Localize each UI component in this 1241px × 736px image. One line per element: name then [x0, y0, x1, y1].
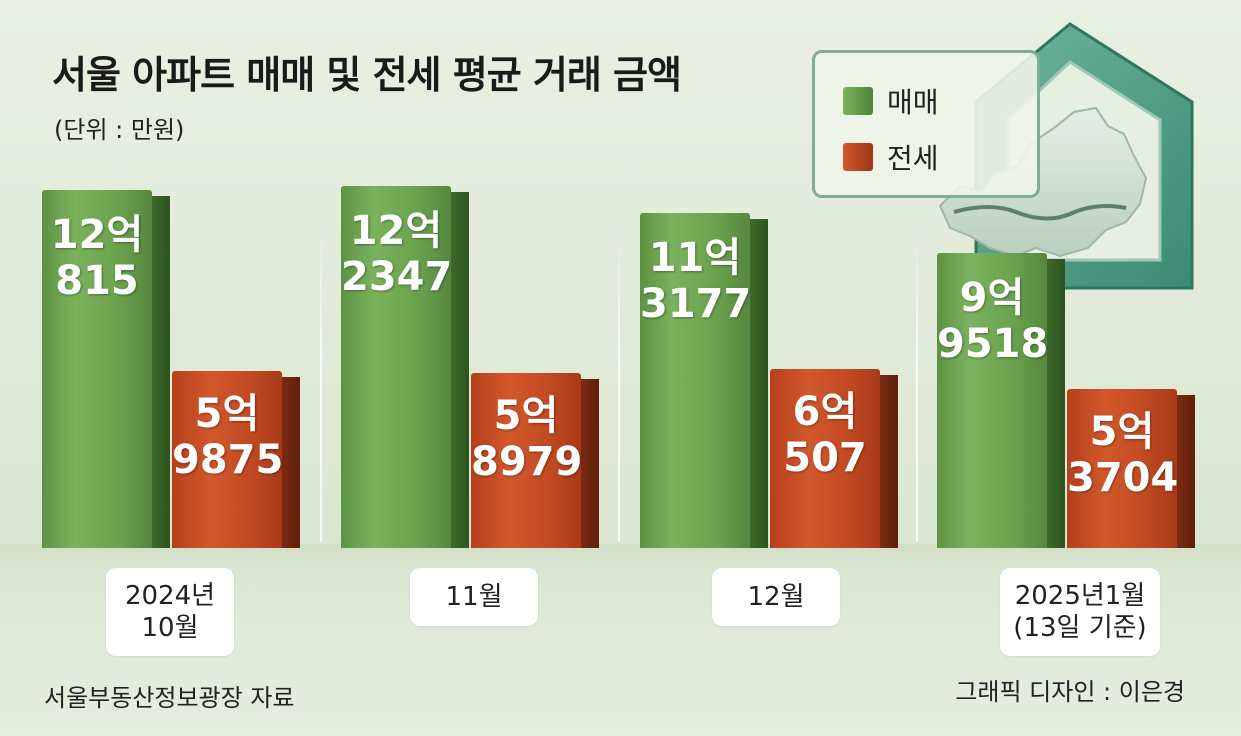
legend: 매매 전세 [812, 50, 1040, 198]
bar-side [581, 379, 599, 548]
bar-value-label: 6억 507 [770, 389, 880, 481]
bar-jeonse: 5억 9875 [172, 371, 300, 548]
bar-value-label: 9억 9518 [937, 275, 1049, 367]
legend-swatch-sale [843, 87, 873, 115]
bar-jeonse: 5억 3704 [1067, 389, 1195, 548]
bar-jeonse: 5억 8979 [471, 373, 599, 548]
bar-side [1047, 259, 1065, 548]
bar-side [282, 377, 300, 548]
bar-value-man: 507 [783, 435, 867, 481]
category-label: 2025년1월 (13일 기준) [1000, 568, 1160, 656]
bar-value-eok: 11억 [648, 235, 742, 281]
bar-value-label: 12억 815 [42, 212, 152, 304]
unit-label: (단위 : 만원) [54, 116, 185, 144]
bar-face [172, 371, 282, 548]
bar-face [1067, 389, 1177, 548]
house-map-illustration [938, 22, 1194, 290]
bar-value-eok: 12억 [50, 212, 144, 258]
legend-label-sale: 매매 [887, 86, 939, 119]
bar-jeonse: 6억 507 [770, 369, 898, 548]
bar-side [880, 375, 898, 548]
bar-value-eok: 12억 [349, 208, 443, 254]
bar-side [750, 219, 768, 548]
bar-face [640, 213, 750, 548]
legend-swatch-jeonse [843, 143, 873, 171]
group-divider [916, 232, 918, 542]
bar-value-eok: 5억 [194, 391, 260, 437]
category-label: 12월 [712, 568, 840, 626]
bar-value-man: 815 [55, 258, 139, 304]
group-divider [320, 232, 322, 542]
bar-sale: 11억 3177 [640, 213, 768, 548]
bar-value-man: 3177 [640, 281, 752, 327]
chart-title: 서울 아파트 매매 및 전세 평균 거래 금액 [52, 53, 682, 97]
bar-sale: 12억 2347 [341, 186, 469, 548]
category-label: 2024년 10월 [106, 568, 234, 656]
bar-value-label: 5억 3704 [1067, 409, 1179, 501]
bar-value-label: 11억 3177 [640, 235, 752, 327]
bar-value-man: 3704 [1067, 455, 1179, 501]
legend-label-jeonse: 전세 [887, 142, 939, 175]
source-note: 서울부동산정보광장 자료 [44, 684, 295, 712]
bar-sale: 12억 815 [42, 190, 170, 548]
bar-face [42, 190, 152, 548]
bar-value-eok: 9억 [959, 275, 1025, 321]
bar-sale: 9억 9518 [937, 253, 1065, 548]
bar-value-man: 8979 [471, 439, 583, 485]
bar-value-eok: 6억 [792, 389, 858, 435]
bar-value-man: 9518 [937, 321, 1049, 367]
bar-value-label: 5억 8979 [471, 393, 583, 485]
bar-face [341, 186, 451, 548]
legend-item-sale: 매매 [843, 81, 939, 121]
bar-value-eok: 5억 [1089, 409, 1155, 455]
bar-face [471, 373, 581, 548]
bar-value-label: 5억 9875 [172, 391, 284, 483]
bar-value-label: 12억 2347 [341, 208, 453, 300]
credit-note: 그래픽 디자인 : 이은경 [955, 678, 1185, 706]
bar-face [937, 253, 1047, 548]
bar-value-man: 2347 [341, 254, 453, 300]
bar-side [152, 196, 170, 548]
bar-side [451, 192, 469, 548]
legend-item-jeonse: 전세 [843, 137, 939, 177]
bar-face [770, 369, 880, 548]
bar-value-man: 9875 [172, 437, 284, 483]
bar-side [1177, 395, 1195, 548]
group-divider [618, 232, 620, 542]
category-label: 11월 [410, 568, 538, 626]
bar-value-eok: 5억 [493, 393, 559, 439]
